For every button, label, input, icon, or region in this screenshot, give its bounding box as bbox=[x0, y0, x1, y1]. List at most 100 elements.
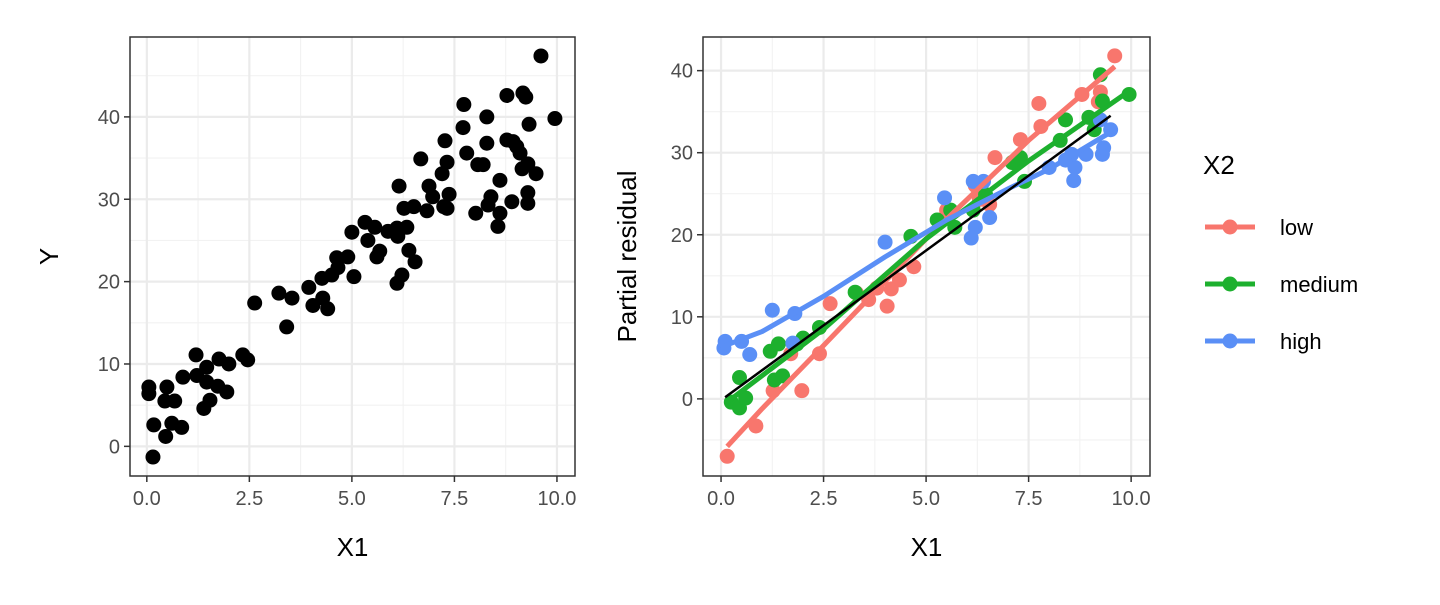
data-point bbox=[512, 145, 528, 161]
smooth-line-high bbox=[724, 130, 1112, 348]
data-point bbox=[390, 228, 406, 244]
right-panel: 0.0 2.5 5.0 7.5 10.0 0 10 20 30 40 X1 Partial resid… bbox=[612, 36, 1151, 562]
data-point-low bbox=[906, 259, 922, 275]
data-point-low bbox=[891, 272, 907, 288]
data-point-high bbox=[764, 302, 780, 318]
data-point bbox=[479, 109, 495, 125]
y-tick-label: 10 bbox=[671, 307, 693, 329]
data-point-high bbox=[937, 190, 953, 206]
data-point bbox=[490, 218, 506, 234]
panel-border bbox=[702, 36, 1151, 477]
legend-key-point-high bbox=[1222, 333, 1238, 349]
data-point bbox=[468, 205, 484, 221]
x-tick-label: 10.0 bbox=[537, 488, 576, 510]
y-tick-label: 20 bbox=[671, 225, 693, 247]
data-point-medium bbox=[1058, 112, 1074, 128]
data-point bbox=[520, 185, 536, 201]
data-point bbox=[407, 254, 423, 270]
data-point bbox=[437, 133, 453, 149]
data-point-high bbox=[877, 234, 893, 250]
y-tick-label: 10 bbox=[98, 354, 120, 376]
data-point bbox=[175, 369, 191, 385]
data-point bbox=[492, 172, 508, 188]
data-point bbox=[340, 249, 356, 265]
data-point bbox=[492, 205, 508, 221]
data-point-low bbox=[822, 296, 838, 312]
data-point bbox=[528, 166, 544, 182]
data-point bbox=[320, 301, 336, 317]
data-point bbox=[367, 219, 383, 235]
y-tick-label: 0 bbox=[109, 436, 120, 458]
data-point bbox=[518, 89, 534, 105]
x-tick-label: 0.0 bbox=[707, 488, 735, 510]
legend-label-low: low bbox=[1280, 215, 1313, 240]
data-point bbox=[279, 319, 295, 335]
data-point-low bbox=[719, 448, 735, 464]
data-point-medium bbox=[731, 370, 747, 386]
data-point bbox=[346, 269, 362, 285]
data-point bbox=[145, 449, 161, 465]
data-point-medium bbox=[775, 368, 791, 384]
x-tick-label: 10.0 bbox=[1112, 488, 1151, 510]
data-point-low bbox=[811, 346, 827, 362]
legend-title: X2 bbox=[1203, 150, 1235, 180]
data-point bbox=[391, 178, 407, 194]
data-point-medium bbox=[1121, 86, 1137, 102]
data-point bbox=[455, 120, 471, 136]
smooth-line-low bbox=[725, 64, 1117, 449]
y-tick-label: 40 bbox=[98, 107, 120, 129]
x-tick-label: 5.0 bbox=[912, 488, 940, 510]
data-point bbox=[499, 87, 515, 103]
y-tick-label: 30 bbox=[98, 189, 120, 211]
data-point bbox=[439, 154, 455, 170]
data-point-high bbox=[1067, 159, 1083, 175]
legend-key-point-low bbox=[1222, 219, 1238, 235]
x-tick-label: 2.5 bbox=[810, 488, 838, 510]
data-point-high bbox=[982, 210, 998, 226]
left-panel: 0.0 2.5 5.0 7.5 10.0 0 10 20 30 40 X1 Y bbox=[34, 36, 576, 562]
data-point bbox=[344, 224, 360, 240]
data-point bbox=[219, 384, 235, 400]
data-point bbox=[247, 295, 263, 311]
data-point bbox=[360, 232, 376, 248]
data-point bbox=[394, 267, 410, 283]
data-point-high bbox=[742, 347, 758, 363]
data-point-medium bbox=[738, 390, 754, 406]
y-axis-title: Partial residual bbox=[612, 171, 642, 343]
y-tick-label: 40 bbox=[671, 61, 693, 83]
data-point bbox=[459, 145, 475, 161]
data-point bbox=[520, 195, 536, 211]
data-point bbox=[158, 428, 174, 444]
data-point bbox=[314, 270, 330, 286]
data-point bbox=[406, 199, 422, 215]
x-tick-label: 7.5 bbox=[1015, 488, 1043, 510]
data-point bbox=[533, 48, 549, 64]
legend-label-medium: medium bbox=[1280, 272, 1358, 297]
data-point bbox=[284, 290, 300, 306]
data-point bbox=[199, 359, 215, 375]
overall-fit-line bbox=[724, 114, 1112, 399]
data-point-high bbox=[965, 173, 981, 189]
data-point bbox=[196, 400, 212, 416]
data-point bbox=[369, 249, 385, 265]
data-point bbox=[419, 203, 435, 219]
y-axis-title: Y bbox=[34, 248, 64, 265]
data-point-low bbox=[1031, 95, 1047, 111]
data-point bbox=[434, 166, 450, 182]
y-tick-label: 20 bbox=[98, 272, 120, 294]
data-point bbox=[547, 111, 563, 127]
x-tick-label: 0.0 bbox=[133, 488, 161, 510]
panel-border bbox=[129, 36, 576, 477]
y-tick-label: 30 bbox=[671, 143, 693, 165]
x-tick-label: 7.5 bbox=[441, 488, 469, 510]
data-point bbox=[159, 379, 175, 395]
legend-key-point-medium bbox=[1222, 276, 1238, 292]
data-point bbox=[475, 157, 491, 173]
data-point-medium bbox=[770, 336, 786, 352]
data-point-high bbox=[963, 230, 979, 246]
data-point bbox=[401, 242, 417, 258]
smooth-line-medium bbox=[727, 89, 1131, 403]
x-tick-label: 5.0 bbox=[338, 488, 366, 510]
data-point bbox=[425, 189, 441, 205]
